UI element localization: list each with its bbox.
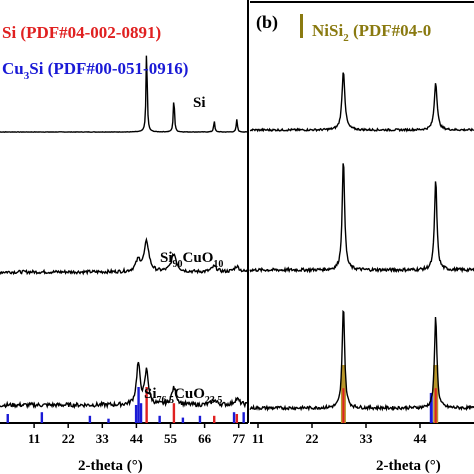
si-reference-bar xyxy=(213,415,216,423)
right-x-tick-label: 11 xyxy=(252,431,264,446)
cu3si-reference-bar xyxy=(232,412,236,423)
cu3si-reference-bar xyxy=(88,415,92,423)
right-legend-nisi2: NiSi2 (PDF#04-0 xyxy=(312,21,431,44)
left-series-label: Si90CuO10 xyxy=(160,250,223,270)
left-series-label: Si xyxy=(193,95,206,111)
si-reference-bar xyxy=(145,387,148,423)
right-reference-bars xyxy=(340,365,439,423)
cu3si-reference-bar xyxy=(107,418,110,423)
right-x-tick-label: 22 xyxy=(306,431,319,446)
left-curves xyxy=(0,55,248,410)
left-x-tick-label: 33 xyxy=(96,431,110,446)
cu3si-reference-bar xyxy=(137,387,140,423)
cu3si-reference-bar xyxy=(6,414,9,423)
right-x-tick-label: 33 xyxy=(360,431,374,446)
left-x-ticks: 11 22 33 44 55 66 77 xyxy=(28,423,246,446)
left-curve-0 xyxy=(0,55,248,133)
right-curve-2 xyxy=(249,309,474,412)
left-curve-1 xyxy=(0,236,248,276)
cu3si-reference-bar xyxy=(158,415,161,423)
left-legend-si: Si (PDF#04-002-0891) xyxy=(2,23,161,42)
left-reference-bars xyxy=(6,387,245,423)
si-reference-bar-right xyxy=(434,388,437,423)
left-x-tick-label: 22 xyxy=(62,431,75,446)
right-curve-0 xyxy=(249,72,474,133)
right-x-tick-label: 44 xyxy=(414,431,428,446)
right-legend-marker xyxy=(300,14,303,38)
right-curve-1 xyxy=(249,163,474,274)
right-curves xyxy=(249,72,474,412)
si-reference-bar xyxy=(235,414,239,423)
left-panel: 11 22 33 44 55 66 77 SiSi90CuO10Si76.5CuO23.5 … xyxy=(0,0,249,474)
left-legend-cu3si: Cu3Si (PDF#00-051-0916) xyxy=(2,59,188,82)
si-reference-bar-right xyxy=(342,388,345,423)
left-series-labels: Si Si90CuO10 Si76.5CuO23.5 xyxy=(144,95,223,406)
left-x-tick-label: 11 xyxy=(28,431,40,446)
left-x-tick-label: 44 xyxy=(130,431,144,446)
panel-label-b: (b) xyxy=(256,12,278,33)
cu3si-reference-bar xyxy=(139,403,143,423)
left-curve-2 xyxy=(0,361,248,410)
cu3si-reference-bar-right xyxy=(429,393,433,423)
cu3si-reference-bar xyxy=(242,412,245,423)
cu3si-reference-bar xyxy=(40,412,44,423)
si-reference-bar xyxy=(172,403,176,423)
right-panel: 11 22 33 44 (b) NiSi2 (PDF#04-0 2-theta (°) xyxy=(249,1,474,474)
cu3si-reference-bar xyxy=(134,405,138,423)
right-x-axis-label: 2-theta (°) xyxy=(376,458,441,474)
left-x-tick-label: 77 xyxy=(232,431,246,446)
left-series-label: Si76.5CuO23.5 xyxy=(144,386,222,406)
left-x-axis-label: 2-theta (°) xyxy=(78,458,143,474)
left-x-tick-label: 55 xyxy=(164,431,178,446)
right-x-ticks: 11 22 33 44 xyxy=(252,423,427,446)
cu3si-reference-bar xyxy=(198,415,202,423)
left-x-tick-label: 66 xyxy=(198,431,212,446)
cu3si-reference-bar xyxy=(181,417,185,423)
